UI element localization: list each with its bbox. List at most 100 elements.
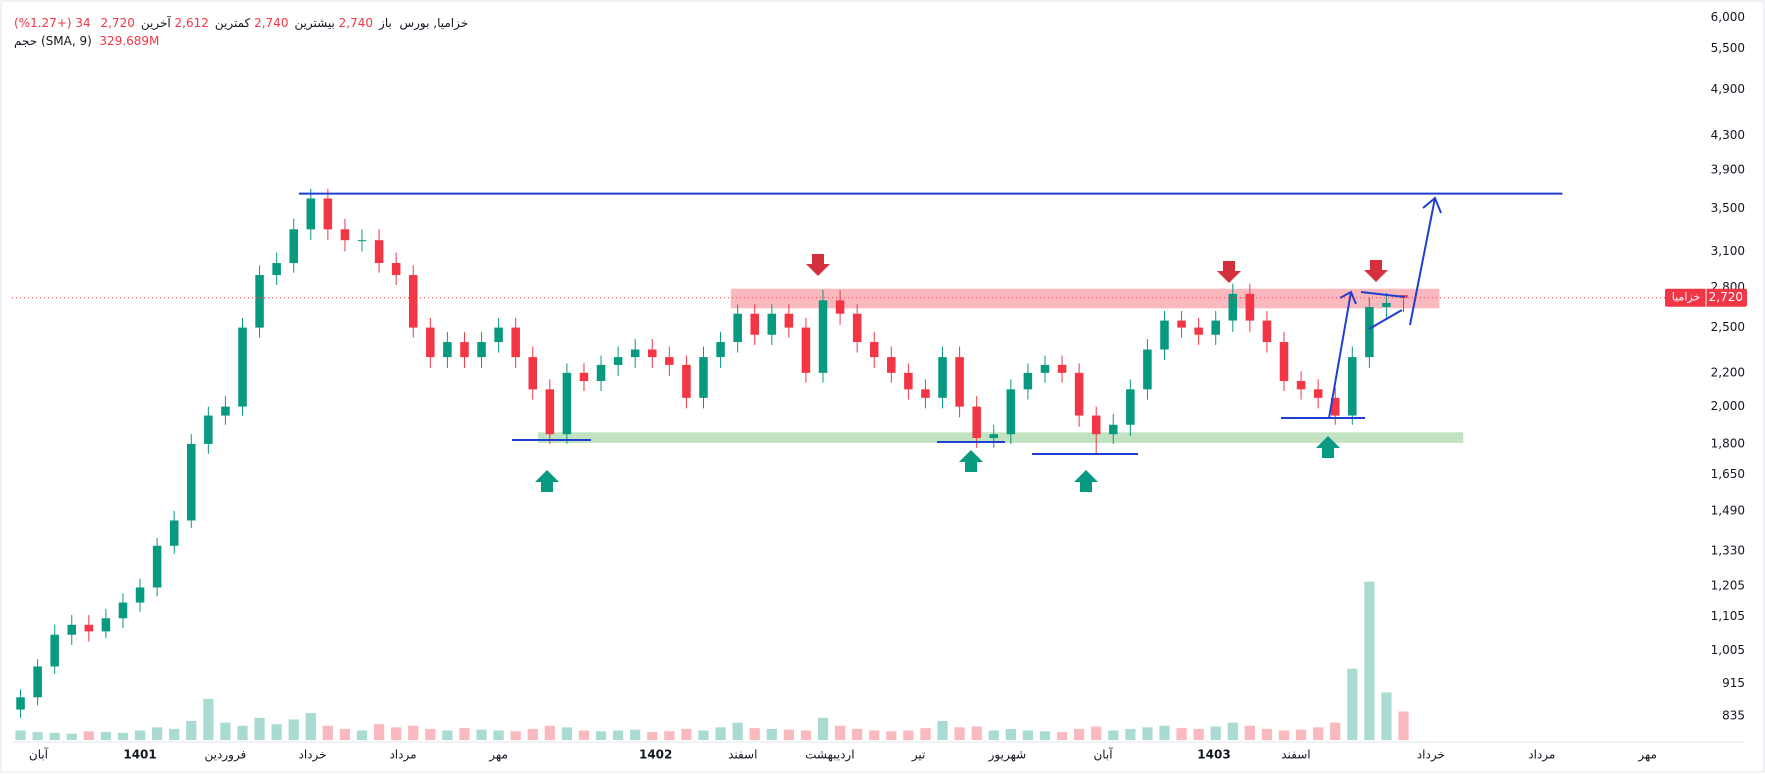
volume-bar: [544, 725, 555, 740]
x-tick-label: مهر: [488, 748, 508, 763]
volume-bar: [1056, 732, 1068, 740]
volume-bar: [15, 730, 26, 740]
x-tick-label: اردیبهشت: [805, 748, 854, 763]
candle-body: [1296, 380, 1306, 390]
label: آخرین: [140, 16, 171, 30]
volume-bar: [1330, 722, 1341, 740]
candle-body: [1177, 320, 1186, 328]
candle-body: [306, 198, 316, 230]
volume-bar: [322, 725, 333, 740]
price-tag-name: خزامیا: [1672, 291, 1701, 304]
volume-bar: [681, 728, 692, 740]
candle-body: [511, 327, 520, 358]
candle-body: [187, 443, 196, 521]
sell-arrows: [806, 254, 1388, 283]
arrow-head: [1339, 290, 1357, 305]
volume-bar: [32, 732, 43, 740]
candle-body: [784, 313, 794, 328]
volume-bar: [373, 724, 385, 740]
candle-body: [238, 327, 247, 407]
volume-bar: [1227, 722, 1238, 740]
volume-bar: [100, 732, 112, 740]
y-tick-label: 835: [1722, 708, 1745, 722]
candle-body: [801, 327, 811, 373]
volume-bar: [869, 730, 880, 740]
candle-body: [1143, 349, 1152, 390]
x-tick-label: اسفند: [1281, 748, 1310, 762]
volume-bar: [134, 730, 146, 740]
candle-body: [1245, 293, 1255, 321]
y-tick-label: 1,650: [1711, 467, 1745, 481]
change: 34 (+1.27%): [14, 16, 91, 30]
volume-bar: [988, 730, 999, 740]
volume-bar: [66, 733, 77, 740]
volume-bar: [288, 719, 299, 740]
candle-body: [699, 357, 708, 398]
volume-bar: [834, 725, 846, 740]
candle-body: [50, 634, 59, 667]
candle-body: [750, 313, 759, 335]
y-tick-label: 2,000: [1711, 399, 1745, 413]
candle-body: [101, 618, 111, 632]
y-tick-label: 3,100: [1711, 244, 1745, 258]
candle-body: [1382, 302, 1391, 307]
x-tick-label: خرداد: [298, 748, 326, 763]
volume-bar: [1108, 730, 1119, 740]
candle-body: [16, 697, 25, 710]
candle-body: [84, 624, 94, 632]
candle-body: [630, 349, 640, 358]
candle-body: [135, 587, 145, 603]
value: 2,720: [100, 16, 135, 30]
volume-bar: [356, 730, 368, 740]
volume-bar: [783, 729, 794, 740]
volume-bar: [493, 730, 504, 740]
up-arrow: [1316, 436, 1340, 458]
y-tick-label: 4,900: [1711, 82, 1745, 96]
candle-body: [477, 342, 486, 358]
candle-body: [733, 313, 742, 343]
x-tick-label: مهر: [1637, 748, 1657, 763]
buy-arrows: [535, 436, 1340, 492]
x-tick-label: 1401: [123, 748, 156, 762]
volume-name: حجم (SMA, 9): [14, 34, 92, 48]
down-arrow: [1364, 260, 1388, 282]
candle-body: [716, 342, 725, 358]
volume-bar: [715, 727, 726, 740]
y-tick-label: 1,205: [1711, 578, 1745, 592]
ohlc-row: خزامیا, بورس باز2,740 بیشترین2,740 کمتری…: [14, 14, 468, 32]
volume-bar: [1381, 692, 1392, 740]
x-tick-label: 1403: [1197, 748, 1230, 762]
volume-bar: [732, 722, 743, 740]
volume-bar: [1142, 727, 1153, 740]
candle-body: [1211, 320, 1220, 335]
volume-bar: [766, 728, 777, 740]
volume-bar: [220, 722, 231, 740]
volume-bar: [1364, 581, 1375, 740]
volume-bar: [83, 731, 94, 740]
volume-bar: [391, 727, 402, 740]
volume-bar: [800, 730, 812, 740]
volume-bar: [271, 724, 282, 740]
volume-bar: [305, 713, 316, 740]
price-tag: 2,720: [1709, 290, 1743, 304]
y-tick-label: 1,330: [1711, 544, 1745, 558]
candle-body: [67, 624, 77, 635]
volume-bar: [647, 732, 658, 740]
volume-bar: [1022, 730, 1034, 740]
candle-body: [1108, 424, 1118, 435]
volume-bar: [527, 728, 538, 740]
candle-body: [852, 313, 862, 343]
candle-body: [887, 357, 896, 373]
volume-bar: [1176, 728, 1187, 740]
volume-bar: [169, 728, 180, 740]
y-tick-label: 1,005: [1711, 643, 1745, 657]
volume-bar: [49, 732, 60, 740]
volume-bar: [1091, 726, 1102, 740]
trend-arrow: [1409, 197, 1436, 326]
volume-bar: [630, 729, 641, 740]
candle-body: [169, 520, 179, 546]
volume-bar: [561, 727, 573, 740]
volume-bar: [1159, 725, 1170, 740]
